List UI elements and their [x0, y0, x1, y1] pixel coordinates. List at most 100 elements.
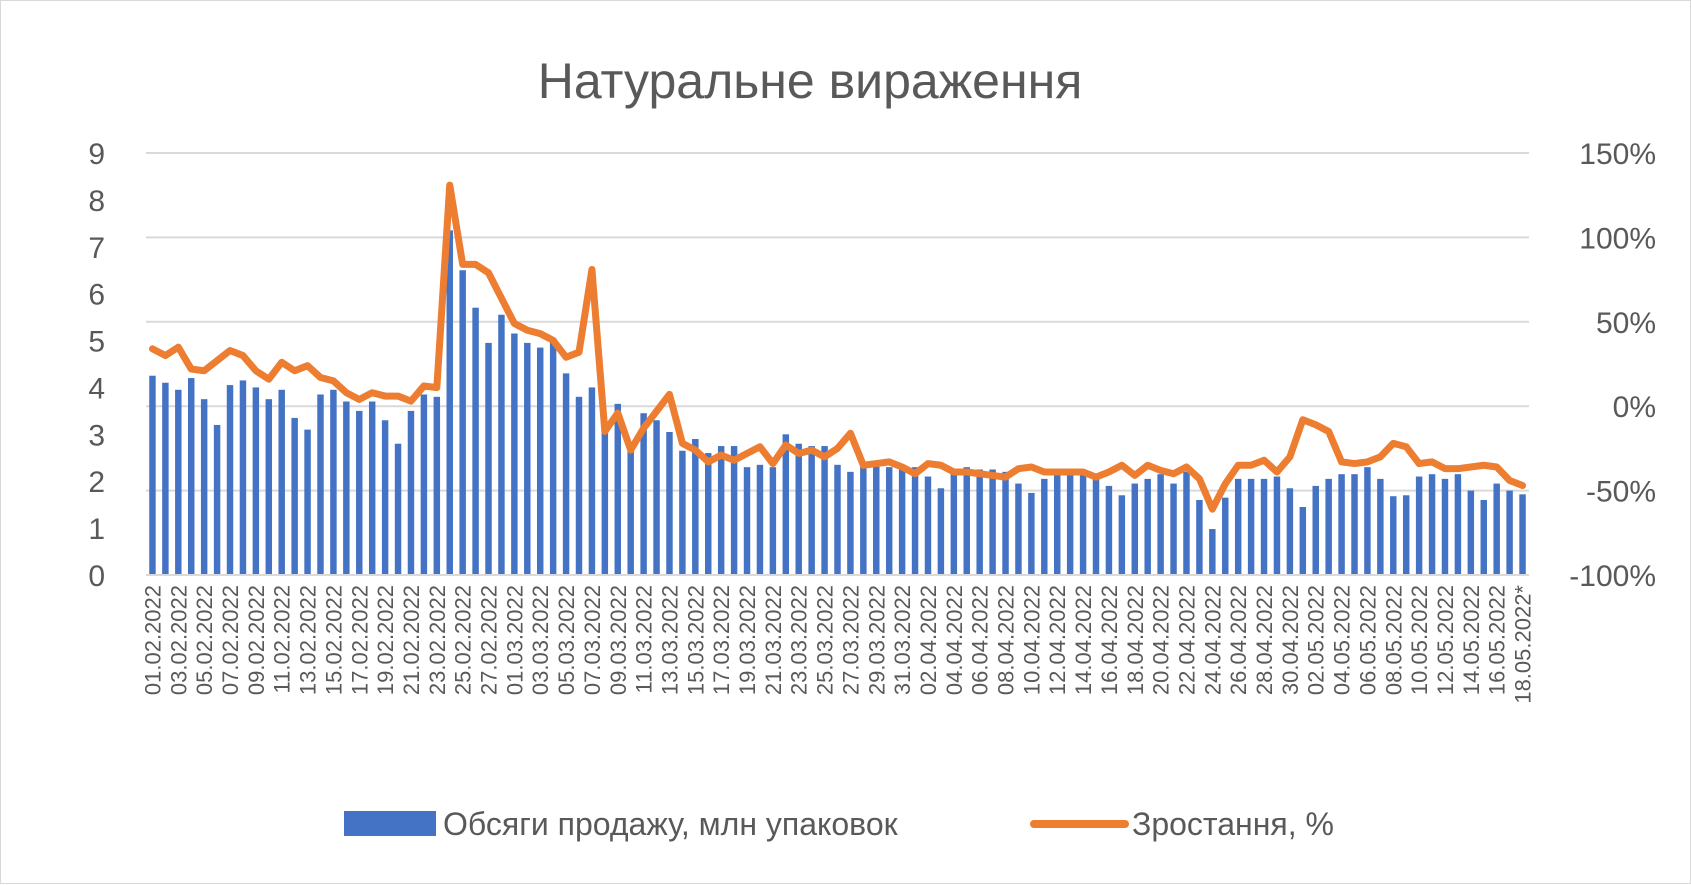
bar: [1454, 474, 1462, 575]
category-tick-label: 12.05.2022: [1433, 585, 1458, 695]
left-axis-tick-label: 9: [88, 138, 105, 171]
bar: [769, 467, 777, 575]
category-tick-label: 23.02.2022: [425, 585, 450, 695]
bar: [834, 464, 841, 575]
bar: [252, 387, 260, 575]
bar: [1079, 469, 1087, 575]
bar: [1351, 474, 1358, 575]
bar: [407, 410, 415, 575]
legend: Обсяги продажу, млн упаковок Зростання, …: [344, 806, 1334, 842]
bar: [614, 403, 621, 575]
bar: [1002, 471, 1009, 575]
bar: [1170, 483, 1177, 575]
bar: [1480, 499, 1487, 575]
bar: [1415, 476, 1423, 575]
category-tick-label: 15.02.2022: [321, 585, 346, 695]
category-tick-label: 09.02.2022: [244, 585, 269, 695]
right-axis-tick-label: -100%: [1569, 560, 1656, 593]
bar: [1028, 492, 1035, 575]
bar: [472, 307, 479, 575]
left-axis-tick-label: 3: [88, 419, 105, 452]
category-tick-label: 19.02.2022: [373, 585, 398, 695]
bar: [937, 488, 945, 575]
category-tick-label: 31.03.2022: [890, 585, 915, 695]
category-tick-label: 14.05.2022: [1459, 585, 1484, 695]
left-axis-tick-label: 0: [88, 560, 105, 593]
bar: [1209, 529, 1216, 575]
bar: [601, 431, 609, 575]
bar: [808, 446, 815, 575]
right-axis-tick-label: 150%: [1579, 138, 1656, 171]
right-y-axis: -100% -50% 0% 50% 100% 150%: [1569, 138, 1656, 593]
bar: [950, 474, 958, 575]
bar: [640, 413, 647, 575]
category-tick-label: 02.04.2022: [916, 585, 941, 695]
bar: [511, 333, 518, 575]
category-tick-label: 01.03.2022: [502, 585, 527, 695]
category-tick-label: 03.02.2022: [166, 585, 191, 695]
category-tick-label: 13.03.2022: [658, 585, 683, 695]
bar: [1325, 478, 1332, 575]
bar: [692, 439, 699, 575]
bar: [666, 431, 673, 575]
right-axis-tick-label: -50%: [1586, 476, 1656, 509]
bar: [356, 410, 363, 575]
category-tick-label: 27.02.2022: [477, 585, 502, 695]
bar: [1234, 478, 1242, 575]
category-tick-label: 01.02.2022: [141, 585, 166, 695]
category-tick-label: 29.03.2022: [864, 585, 889, 695]
bar: [911, 467, 919, 575]
bar: [989, 469, 996, 575]
bar: [278, 389, 285, 575]
bar: [575, 396, 583, 575]
bar: [1364, 467, 1371, 575]
bar: [1015, 483, 1022, 575]
category-tick-label: 17.02.2022: [347, 585, 372, 695]
bar: [1247, 478, 1255, 575]
bar: [588, 387, 596, 575]
left-y-axis: 0 1 2 3 4 5 6 7 8 9: [88, 138, 105, 593]
bar: [330, 389, 337, 575]
bar: [1105, 485, 1113, 575]
bar: [1222, 497, 1229, 575]
bar: [1493, 483, 1500, 575]
category-tick-label: 07.02.2022: [218, 585, 243, 695]
bar: [717, 446, 725, 575]
bar: [782, 434, 790, 575]
legend-bar-swatch: [344, 811, 436, 836]
bar: [1402, 495, 1410, 575]
bar: [162, 382, 169, 575]
bar: [756, 464, 764, 575]
bar: [1428, 474, 1436, 575]
bar: [175, 389, 182, 575]
category-tick-label: 04.05.2022: [1330, 585, 1355, 695]
bar: [420, 394, 428, 575]
bar: [821, 446, 828, 575]
bar: [1092, 476, 1100, 575]
category-tick-label: 03.03.2022: [528, 585, 553, 695]
category-tick-label: 21.02.2022: [399, 585, 424, 695]
bar: [433, 396, 441, 575]
category-tick-label: 02.05.2022: [1304, 585, 1329, 695]
bar: [536, 347, 544, 575]
bar: [1312, 485, 1319, 575]
left-axis-tick-label: 8: [88, 185, 105, 218]
bar: [1041, 478, 1048, 575]
x-axis: 01.02.2022 03.02.2022 05.02.2022 07.02.2022…: [141, 574, 1536, 704]
right-axis-tick-label: 50%: [1596, 307, 1656, 340]
bar: [265, 399, 273, 575]
category-tick-label: 28.04.2022: [1252, 585, 1277, 695]
category-tick-label: 21.03.2022: [761, 585, 786, 695]
left-axis-tick-label: 5: [88, 326, 105, 359]
bar: [317, 394, 324, 575]
bar: [1183, 471, 1190, 575]
bar: [627, 443, 634, 575]
bar: [1196, 499, 1203, 575]
bar: [679, 450, 686, 575]
bar: [562, 373, 570, 575]
bar: [924, 476, 932, 575]
category-tick-label: 08.04.2022: [994, 585, 1019, 695]
bar: [226, 385, 234, 575]
